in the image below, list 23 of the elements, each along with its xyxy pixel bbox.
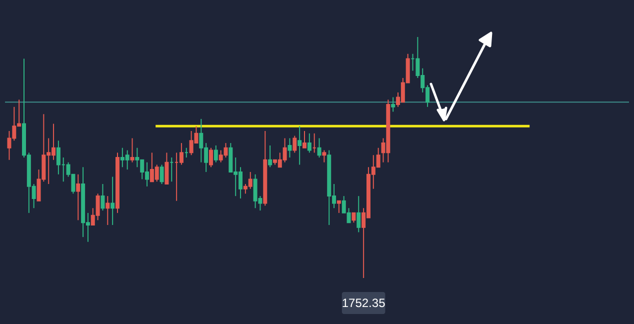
annotation: 1752.35	[342, 296, 386, 310]
candlestick	[160, 164, 164, 185]
candlestick	[164, 152, 169, 185]
candlestick	[209, 147, 213, 168]
candlestick	[336, 200, 341, 214]
candlestick	[307, 132, 312, 154]
candlestick	[317, 138, 322, 158]
candlestick	[214, 144, 218, 163]
candlestick	[352, 212, 356, 224]
candlestick	[100, 184, 105, 212]
candlestick	[179, 142, 184, 166]
candlestick	[302, 130, 306, 148]
candlestick	[76, 174, 80, 221]
candlestick	[391, 96, 396, 112]
candlestick	[298, 126, 302, 166]
candlestick	[130, 138, 134, 163]
candlestick	[110, 176, 115, 226]
candlestick	[292, 135, 297, 154]
candlestick	[322, 150, 326, 163]
candlestick	[356, 196, 361, 233]
candlestick	[106, 196, 110, 226]
candlestick	[288, 138, 292, 158]
candlestick	[268, 144, 272, 168]
